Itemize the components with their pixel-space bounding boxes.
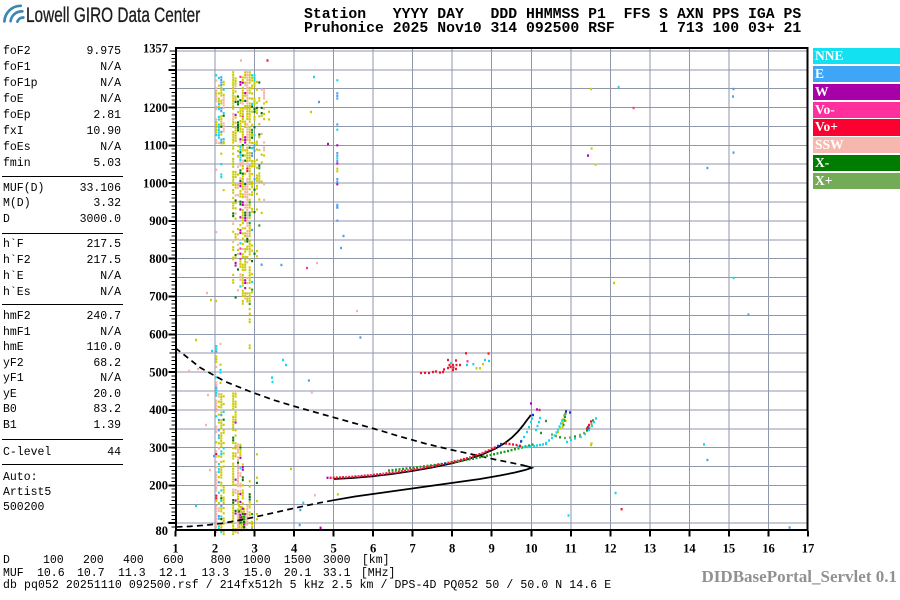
svg-text:80: 80 <box>156 524 169 538</box>
svg-text:500: 500 <box>149 365 168 379</box>
svg-text:14: 14 <box>683 542 696 556</box>
svg-text:10: 10 <box>525 542 538 556</box>
svg-text:200: 200 <box>149 479 168 493</box>
svg-text:12: 12 <box>604 542 617 556</box>
svg-text:1: 1 <box>172 542 178 556</box>
svg-text:11: 11 <box>565 542 577 556</box>
svg-text:1200: 1200 <box>143 101 168 115</box>
svg-text:8: 8 <box>449 542 455 556</box>
svg-text:9: 9 <box>489 542 495 556</box>
svg-text:15: 15 <box>723 542 736 556</box>
svg-text:4: 4 <box>291 542 298 556</box>
svg-text:700: 700 <box>149 290 168 304</box>
svg-text:600: 600 <box>149 328 168 342</box>
svg-text:16: 16 <box>762 542 775 556</box>
svg-text:2: 2 <box>212 542 218 556</box>
svg-text:7: 7 <box>410 542 416 556</box>
svg-text:1100: 1100 <box>144 139 168 153</box>
svg-text:5: 5 <box>330 542 336 556</box>
svg-text:17: 17 <box>802 542 815 556</box>
svg-text:800: 800 <box>149 252 168 266</box>
svg-text:13: 13 <box>644 542 657 556</box>
svg-text:300: 300 <box>149 441 168 455</box>
svg-text:400: 400 <box>149 403 168 417</box>
svg-text:1357: 1357 <box>143 41 168 55</box>
svg-text:1000: 1000 <box>143 176 168 190</box>
svg-text:900: 900 <box>149 214 168 228</box>
svg-text:6: 6 <box>370 542 376 556</box>
svg-text:3: 3 <box>251 542 257 556</box>
